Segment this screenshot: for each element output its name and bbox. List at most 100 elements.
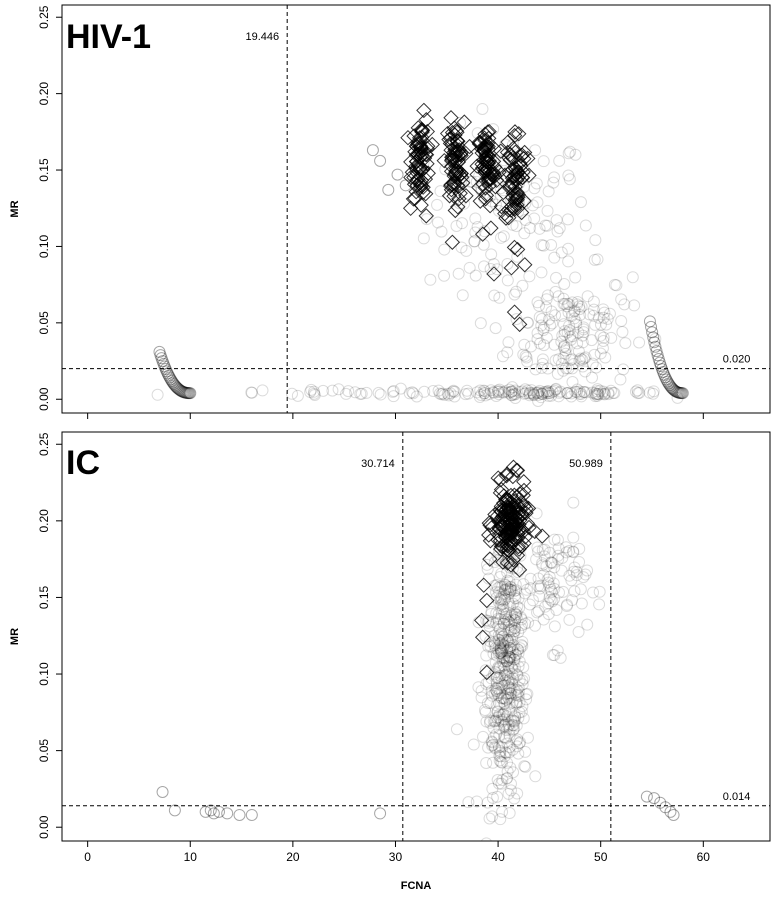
circle-point (494, 745, 507, 758)
circle-point (516, 678, 529, 691)
circle-point (486, 810, 499, 823)
circle-point (417, 232, 430, 245)
circle-point (652, 353, 665, 366)
diamond-point (491, 164, 507, 180)
circle-point (509, 711, 522, 724)
circle-point (504, 687, 517, 700)
diamond-point (494, 538, 511, 555)
circle-point (508, 714, 521, 727)
circle-point (532, 394, 545, 407)
circle-point (305, 383, 318, 396)
circle-point (566, 330, 579, 343)
circle-point (650, 345, 663, 358)
circle-point (647, 385, 660, 398)
circle-point (500, 772, 513, 785)
diamond-point (507, 179, 523, 195)
circle-point (523, 389, 536, 402)
circle-point (564, 330, 577, 343)
circle-point (577, 326, 590, 339)
circle-point (513, 737, 526, 750)
circle-point (483, 635, 496, 648)
circle-point (502, 386, 515, 399)
circle-point (513, 601, 526, 614)
circle-point (491, 711, 504, 724)
circle-point (654, 359, 667, 372)
circle-point (560, 387, 573, 400)
circle-point (552, 549, 565, 562)
circle-point (647, 331, 660, 344)
circle-point (541, 386, 554, 399)
circle-point (486, 689, 499, 702)
circle-point (571, 296, 584, 309)
circle-point (521, 687, 534, 700)
circle-point (556, 329, 569, 342)
circle-point (594, 318, 607, 331)
circle-point (516, 279, 529, 292)
circle-point (460, 244, 473, 257)
circle-point (576, 336, 589, 349)
diamond-point (482, 533, 499, 549)
y-tick-label: 0.00 (37, 815, 51, 839)
circle-point (567, 545, 580, 558)
diamond-point (414, 122, 431, 139)
diamond-point (406, 176, 423, 192)
diamond-point (493, 143, 509, 159)
circle-point (648, 336, 661, 349)
circle-point (519, 383, 532, 396)
circle-point (176, 385, 189, 398)
circle-point (514, 736, 527, 749)
circle-point (497, 600, 510, 613)
circle-point (256, 384, 269, 397)
circle-point (557, 351, 570, 364)
circle-point (505, 389, 518, 402)
circle-point (510, 735, 523, 748)
circle-point (503, 656, 516, 669)
circle-point (496, 645, 509, 658)
diamond-point (450, 143, 466, 160)
circle-point (503, 681, 516, 694)
circle-point (498, 679, 511, 692)
circle-point (497, 630, 510, 643)
circle-point (496, 805, 509, 818)
circle-point (175, 384, 188, 397)
circle-point (387, 385, 400, 398)
circle-point (574, 196, 587, 209)
diamond-point (471, 136, 488, 152)
circle-point (575, 597, 588, 610)
circle-point (543, 570, 556, 583)
diamond-point (498, 210, 514, 226)
circle-point (332, 383, 345, 396)
circle-point (387, 390, 400, 403)
circle-point (594, 347, 607, 360)
circle-point (497, 617, 510, 630)
circle-point (433, 387, 446, 400)
circle-point (495, 692, 508, 705)
circle-point (166, 376, 179, 389)
circle-point (509, 688, 522, 701)
circle-point (504, 691, 517, 704)
circle-point (447, 384, 460, 397)
circle-point (156, 355, 169, 368)
circle-point (394, 382, 407, 395)
circle-point (506, 662, 519, 675)
circle-point (541, 204, 554, 217)
circle-point (495, 740, 508, 753)
circle-point (233, 808, 246, 821)
circle-point (355, 387, 368, 400)
circle-point (615, 315, 628, 328)
circle-point (560, 341, 573, 354)
circle-point (477, 238, 490, 251)
circle-point (576, 360, 589, 373)
circle-point (491, 687, 504, 700)
circle-point (562, 306, 575, 319)
circle-point (448, 390, 461, 403)
circle-point (507, 613, 520, 626)
circle-point (496, 655, 509, 668)
circle-point (573, 303, 586, 316)
circle-point (524, 582, 537, 595)
circle-point (340, 387, 353, 400)
diamond-point (449, 177, 466, 193)
circle-point (501, 574, 514, 587)
diamond-point (413, 141, 429, 157)
diamond-point (501, 542, 517, 559)
